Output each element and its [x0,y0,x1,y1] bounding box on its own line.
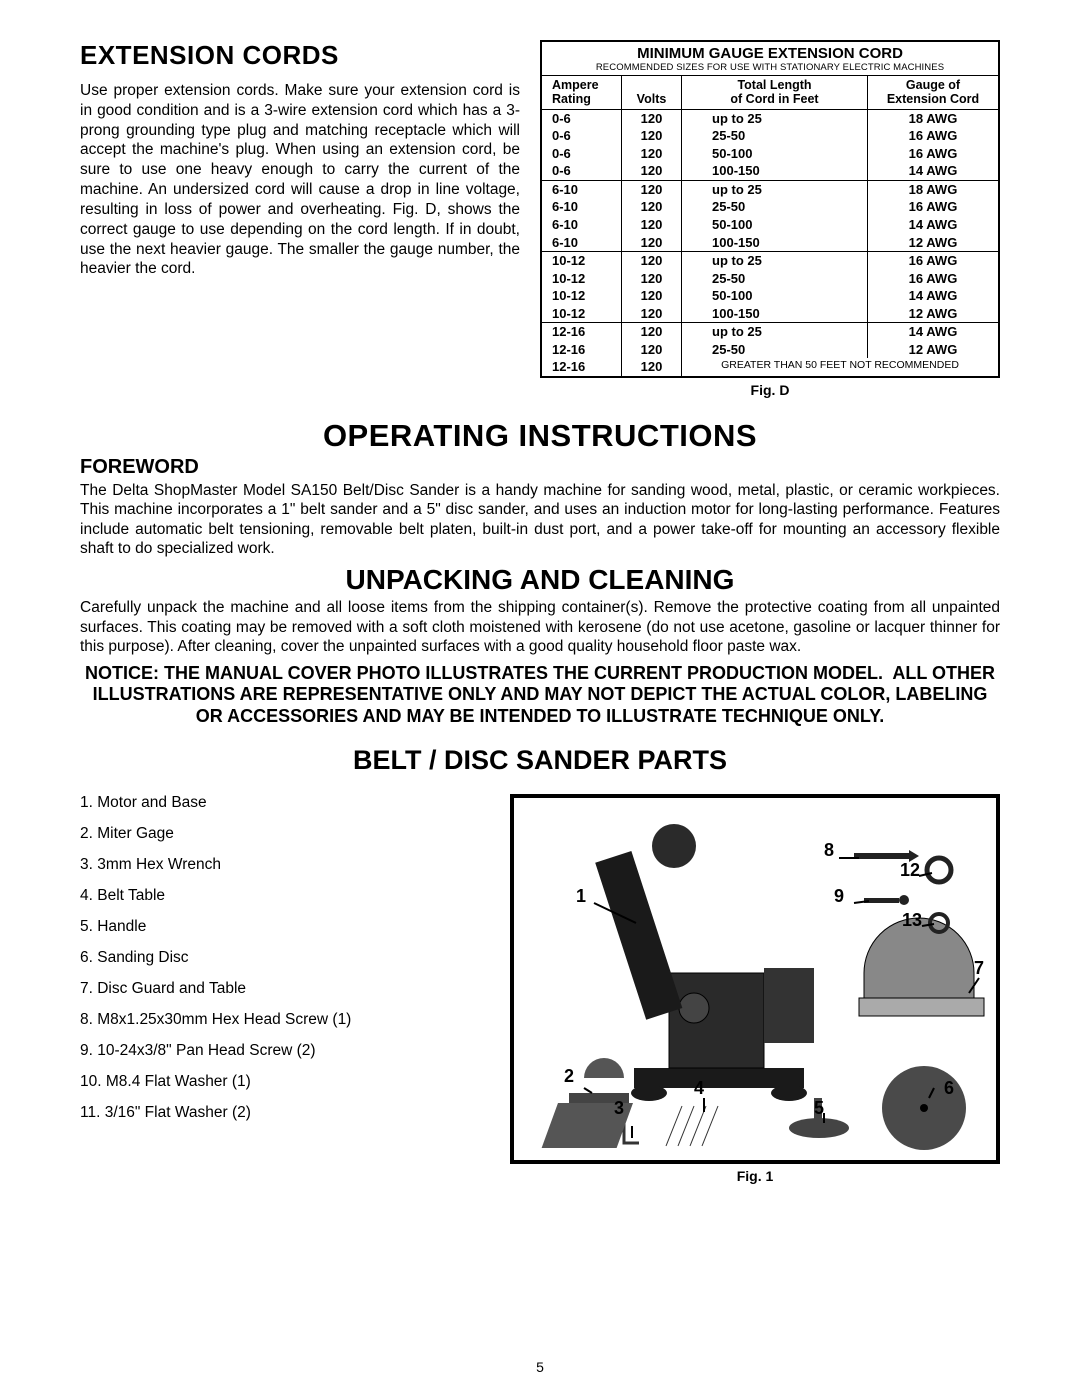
list-item: 8. M8x1.25x30mm Hex Head Screw (1) [80,1011,470,1029]
notice-text: NOTICE: THE MANUAL COVER PHOTO ILLUSTRAT… [80,663,1000,728]
list-item: 3. 3mm Hex Wrench [80,856,470,874]
parts-title: BELT / DISC SANDER PARTS [80,745,1000,776]
list-item: 7. Disc Guard and Table [80,980,470,998]
unpacking-body: Carefully unpack the machine and all loo… [80,598,1000,656]
table-row: 12-16120up to 2514 AWG [542,323,998,341]
callout-1: 1 [576,886,586,907]
list-item: 9. 10-24x3/8" Pan Head Screw (2) [80,1042,470,1060]
header-amp1: Ampere [552,78,599,92]
parts-list: 1. Motor and Base 2. Miter Gage 3. 3mm Hex… [80,794,470,1184]
table-row: 10-12120100-15012 AWG [542,305,998,323]
callout-4: 4 [694,1078,704,1099]
sander-diagram [514,798,996,1160]
table-row: 10-12120up to 2516 AWG [542,252,998,270]
callout-3: 3 [614,1098,624,1119]
table-row: 10-1212025-5016 AWG [542,270,998,288]
fig-1-label: Fig. 1 [510,1168,1000,1184]
header-len1: Total Length [737,78,811,92]
callout-12: 12 [900,860,920,881]
list-item: 11. 3/16" Flat Washer (2) [80,1104,470,1122]
list-item: 6. Sanding Disc [80,949,470,967]
callout-6: 6 [944,1078,954,1099]
header-len2: of Cord in Feet [730,92,818,106]
callout-2: 2 [564,1066,574,1087]
gauge-table-title: MINIMUM GAUGE EXTENSION CORD [542,42,998,62]
list-item: 10. M8.4 Flat Washer (1) [80,1073,470,1091]
table-row: 6-10120up to 2518 AWG [542,181,998,199]
foreword-label: FOREWORD [80,456,1000,479]
table-row: 6-1012050-10014 AWG [542,216,998,234]
callout-9: 9 [834,886,844,907]
header-volts: Volts [637,92,667,106]
gauge-table: MINIMUM GAUGE EXTENSION CORD RECOMMENDED… [540,40,1000,378]
table-row: 0-612025-5016 AWG [542,127,998,145]
list-item: 4. Belt Table [80,887,470,905]
table-row: 10-1212050-10014 AWG [542,287,998,305]
list-item: 1. Motor and Base [80,794,470,812]
gauge-table-header: AmpereRating Volts Total Lengthof Cord i… [542,76,998,110]
foreword-body: The Delta ShopMaster Model SA150 Belt/Di… [80,481,1000,559]
header-g1: Gauge of [906,78,960,92]
fig-d-label: Fig. D [540,382,1000,398]
list-item: 2. Miter Gage [80,825,470,843]
unpacking-title: UNPACKING AND CLEANING [80,564,1000,596]
table-row: 12-1612025-5012 AWG [542,341,998,359]
operating-title: OPERATING INSTRUCTIONS [80,418,1000,454]
callout-5: 5 [814,1098,824,1119]
table-row: 0-6120100-15014 AWG [542,162,998,180]
extension-cords-body: Use proper extension cords. Make sure yo… [80,81,520,279]
extension-cords-title: EXTENSION CORDS [80,40,520,71]
list-item: 5. Handle [80,918,470,936]
callout-7: 7 [974,958,984,979]
table-row: 0-612050-10016 AWG [542,145,998,163]
page-number: 5 [536,1359,544,1375]
parts-figure: 1 2 3 4 5 6 7 8 9 12 13 [510,794,1000,1164]
header-g2: Extension Cord [887,92,979,106]
table-row: 6-1012025-5016 AWG [542,198,998,216]
gauge-table-subtitle: RECOMMENDED SIZES FOR USE WITH STATIONAR… [542,62,998,76]
table-note-row: 12-16120GREATER THAN 50 FEET NOT RECOMME… [542,358,998,376]
header-amp2: Rating [552,92,591,106]
table-row: 6-10120100-15012 AWG [542,234,998,252]
callout-8: 8 [824,840,834,861]
table-row: 0-6120up to 2518 AWG [542,110,998,128]
callout-13: 13 [902,910,922,931]
